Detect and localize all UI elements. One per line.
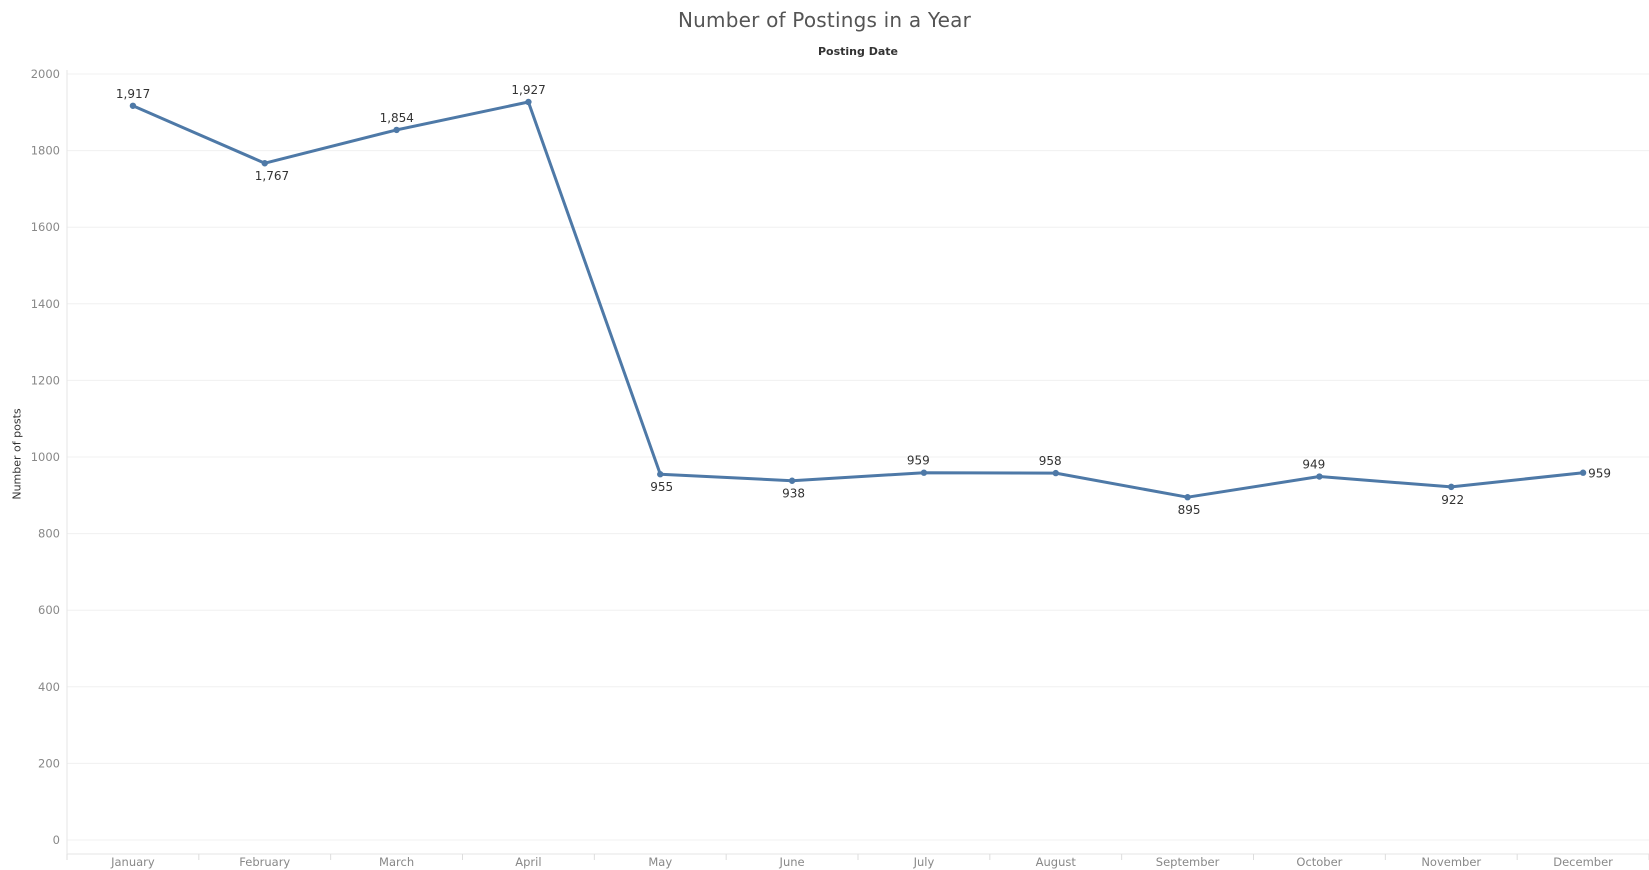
x-tick-label: November [1421,855,1481,869]
data-label: 949 [1302,458,1325,472]
series-line [131,100,1585,499]
y-tick-label: 1600 [31,220,60,234]
y-tick-label: 2000 [31,67,60,81]
x-tick-label: June [779,855,805,869]
chart-title: Number of Postings in a Year [677,8,972,32]
x-tick-label: February [239,855,290,869]
x-tick-label: April [515,855,541,869]
y-tick-label: 1000 [31,450,60,464]
x-tick-label: October [1296,855,1342,869]
x-tick-label: September [1156,855,1220,869]
y-tick-label: 1800 [31,144,60,158]
grid-layer [67,73,1649,841]
data-label: 1,927 [511,83,545,97]
data-point [1052,469,1059,477]
data-label: 1,767 [255,169,289,183]
x-tick-label: January [110,855,155,869]
y-tick-label: 400 [38,680,60,694]
x-tick-label: December [1553,855,1613,869]
x-tick-label: August [1036,855,1077,869]
data-label: 895 [1178,503,1201,517]
data-point [920,469,928,476]
label-layer: 1,917 1,767 1,854 1,927 955 938 959 958 895 949 92… [116,83,1611,517]
data-label: 958 [1039,454,1062,468]
x-tick-label: March [379,855,414,869]
data-point [393,126,400,134]
data-point [1184,494,1191,501]
y-tick-label: 200 [38,756,60,770]
y-tick-label: 1200 [31,373,60,387]
data-point [657,471,664,478]
y-tick-label: 0 [53,833,60,847]
axis-layer: 0 200 400 600 800 1000 1200 1400 1600 1800 2000 Jan… [31,67,1649,869]
x-tick-label: May [648,855,672,869]
data-point [261,160,268,167]
data-point [525,98,532,106]
data-label: 959 [1588,467,1611,481]
data-point [129,102,137,109]
data-label: 955 [650,480,673,494]
data-point [1579,469,1587,476]
data-point [1448,483,1455,491]
data-label: 959 [907,454,930,468]
y-tick-label: 800 [38,527,60,541]
y-tick-label: 1400 [31,297,60,311]
y-tick-label: 600 [38,603,60,617]
data-label: 1,917 [116,87,150,101]
data-point [1316,473,1323,480]
data-label: 922 [1441,493,1464,507]
x-axis-header: Posting Date [817,45,898,58]
data-point [788,477,796,484]
x-tick-label: July [913,855,935,869]
data-label: 1,854 [380,111,414,125]
data-label: 938 [782,487,805,501]
series-layer [129,98,1587,501]
